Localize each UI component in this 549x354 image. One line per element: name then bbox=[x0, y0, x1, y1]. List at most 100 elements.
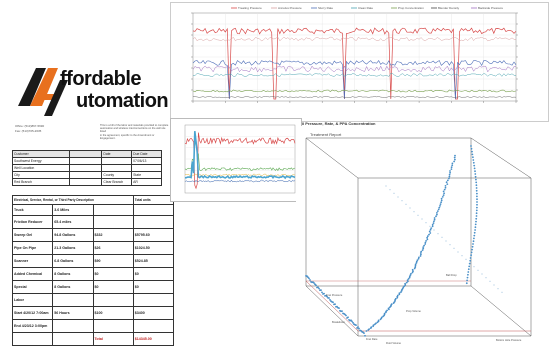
customer-cell bbox=[68, 150, 103, 158]
data-point bbox=[415, 260, 418, 263]
data-point bbox=[453, 160, 455, 163]
data-point bbox=[445, 240, 447, 242]
data-point bbox=[341, 310, 343, 312]
data-point bbox=[365, 330, 368, 332]
data-point bbox=[431, 225, 434, 228]
data-point bbox=[368, 328, 370, 330]
data-point bbox=[338, 307, 340, 309]
data-point bbox=[475, 209, 478, 212]
data-point bbox=[345, 314, 347, 317]
data-point bbox=[470, 251, 473, 254]
data-point bbox=[448, 173, 451, 176]
data-point bbox=[428, 233, 430, 236]
data-point bbox=[450, 168, 453, 170]
data-point bbox=[419, 252, 422, 254]
data-point bbox=[439, 205, 441, 207]
data-point bbox=[323, 292, 325, 295]
data-point bbox=[370, 326, 373, 329]
item-cell: $14345.00 bbox=[132, 332, 175, 346]
customer-cell: Southwest Energy bbox=[12, 157, 70, 165]
customer-cell: Due Date bbox=[131, 150, 162, 158]
secondary-chart-svg bbox=[184, 124, 296, 194]
pressure-chart-title: Well Pressure, Rate, & PPA Concentration bbox=[296, 121, 376, 126]
data-point bbox=[451, 164, 454, 167]
data-point bbox=[475, 220, 477, 223]
data-point bbox=[473, 234, 476, 237]
item-row: Special 8 Gallons $0 $0 bbox=[11, 280, 175, 294]
data-point bbox=[474, 173, 477, 175]
series-line bbox=[184, 138, 296, 172]
data-point bbox=[440, 197, 443, 200]
axis-edge bbox=[305, 285, 359, 337]
customer-cell: Date bbox=[101, 150, 133, 158]
item-cell: 8 Gallons bbox=[52, 267, 94, 281]
customer-cell bbox=[68, 157, 103, 165]
data-point bbox=[451, 162, 454, 165]
data-point bbox=[454, 154, 456, 157]
data-point bbox=[475, 184, 478, 187]
fax-phone: Fax: (513)705-2635 bbox=[15, 129, 42, 133]
data-point bbox=[473, 231, 476, 234]
customer-cell: State bbox=[131, 171, 162, 179]
data-point bbox=[481, 273, 483, 275]
data-point bbox=[469, 259, 472, 262]
item-cell bbox=[132, 293, 175, 307]
item-cell bbox=[52, 293, 94, 307]
customer-row: Red Branch Clear Branch AR bbox=[12, 178, 162, 186]
data-point bbox=[416, 259, 419, 262]
data-point bbox=[433, 217, 436, 219]
customer-cell bbox=[101, 164, 133, 172]
data-point bbox=[409, 207, 411, 209]
data-point bbox=[393, 192, 395, 194]
item-cell bbox=[92, 319, 134, 333]
data-point bbox=[466, 279, 468, 282]
data-point bbox=[473, 167, 476, 170]
series-line bbox=[192, 89, 517, 93]
data-point bbox=[394, 297, 397, 300]
data-point bbox=[430, 227, 433, 229]
item-cell bbox=[92, 293, 134, 307]
data-point bbox=[357, 326, 359, 328]
data-point bbox=[436, 212, 438, 214]
data-point bbox=[363, 332, 365, 334]
data-point bbox=[426, 236, 428, 239]
data-point bbox=[433, 218, 436, 221]
data-point bbox=[426, 235, 429, 238]
customer-cell bbox=[131, 164, 162, 172]
data-point bbox=[485, 277, 487, 279]
data-point bbox=[419, 255, 422, 257]
item-cell bbox=[132, 204, 175, 216]
data-point bbox=[472, 243, 474, 245]
data-point bbox=[422, 246, 425, 248]
data-point bbox=[437, 208, 440, 211]
annotation-label: Breakdown bbox=[332, 320, 346, 324]
data-point bbox=[372, 324, 375, 327]
office-phone: Office: (513)867-5690 bbox=[15, 124, 45, 128]
data-point bbox=[407, 278, 410, 280]
item-cell: 56 Hours bbox=[52, 306, 94, 320]
data-point bbox=[435, 215, 437, 218]
item-row: Labor bbox=[11, 293, 175, 307]
data-point bbox=[474, 229, 476, 231]
data-point bbox=[309, 279, 311, 281]
data-point bbox=[449, 244, 451, 246]
data-point bbox=[471, 150, 473, 153]
data-point bbox=[476, 201, 478, 203]
data-point bbox=[475, 189, 478, 192]
data-point bbox=[320, 289, 322, 291]
data-point bbox=[386, 309, 388, 312]
axis-edge bbox=[305, 137, 359, 179]
data-point bbox=[446, 179, 449, 182]
annotation-label: Frac Pressure bbox=[326, 293, 343, 297]
data-point bbox=[424, 243, 427, 245]
data-point bbox=[414, 264, 417, 267]
data-point bbox=[469, 257, 472, 259]
data-point bbox=[428, 230, 431, 233]
data-point bbox=[375, 322, 377, 325]
data-point bbox=[497, 288, 499, 290]
data-point bbox=[472, 240, 475, 243]
data-point bbox=[315, 284, 317, 287]
data-point bbox=[412, 270, 414, 273]
data-point bbox=[441, 196, 444, 198]
data-point bbox=[429, 225, 431, 227]
